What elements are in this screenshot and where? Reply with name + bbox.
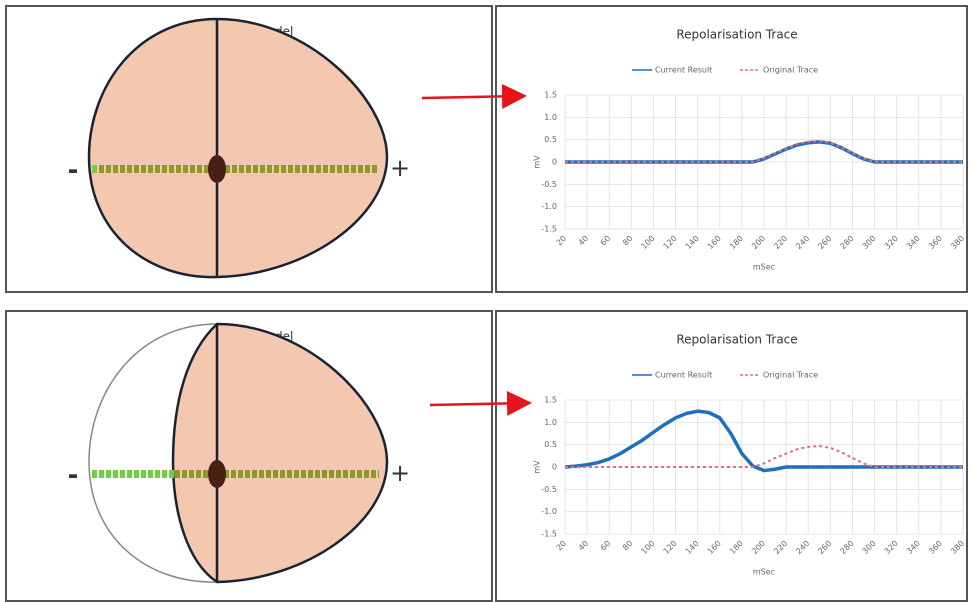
y-tick-label: 1.5 bbox=[544, 91, 557, 100]
x-tick-label: 140 bbox=[684, 539, 701, 556]
egg bbox=[87, 17, 389, 279]
x-tick-label: 300 bbox=[861, 539, 878, 556]
chart: Repolarisation Trace Current Result Origin… bbox=[533, 28, 967, 272]
x-tick-label: 240 bbox=[794, 539, 811, 556]
chart-title: Repolarisation Trace bbox=[676, 333, 797, 347]
x-tick-label: 60 bbox=[599, 234, 613, 248]
nucleus bbox=[208, 155, 226, 183]
chart-panel: Repolarisation Trace Current Result Origin… bbox=[495, 310, 968, 602]
nucleus bbox=[208, 460, 226, 488]
y-tick-label: 1.0 bbox=[544, 113, 557, 122]
x-tick-label: 300 bbox=[861, 234, 878, 251]
legend-label: Original Trace bbox=[763, 66, 818, 75]
y-tick-label: 1.5 bbox=[544, 396, 557, 405]
x-tick-label: 100 bbox=[639, 234, 656, 251]
series-line bbox=[565, 445, 963, 468]
egg-model: Egg Model-+ bbox=[68, 17, 410, 279]
y-tick-label: -1.0 bbox=[541, 202, 557, 211]
x-tick-label: 280 bbox=[838, 539, 855, 556]
x-axis-label: mSec bbox=[753, 568, 775, 577]
egg-region bbox=[171, 322, 389, 584]
y-axis-label: mV bbox=[533, 460, 542, 474]
plus-label: + bbox=[390, 154, 410, 182]
x-tick-label: 20 bbox=[555, 539, 569, 553]
x-tick-label: 360 bbox=[927, 539, 944, 556]
x-tick-label: 320 bbox=[883, 234, 900, 251]
chart-title: Repolarisation Trace bbox=[676, 28, 797, 42]
egg-panel: Egg Model-+ bbox=[5, 310, 493, 602]
y-axis-label: mV bbox=[533, 155, 542, 169]
x-tick-label: 340 bbox=[905, 539, 922, 556]
x-tick-label: 240 bbox=[794, 234, 811, 251]
y-tick-label: 1.0 bbox=[544, 418, 557, 427]
y-tick-label: -1.0 bbox=[541, 507, 557, 516]
x-tick-label: 120 bbox=[662, 539, 679, 556]
y-tick-label: 0 bbox=[552, 158, 557, 167]
chart: Repolarisation Trace Current Result Origin… bbox=[533, 333, 967, 577]
x-tick-label: 120 bbox=[662, 234, 679, 251]
legend-label: Current Result bbox=[655, 66, 712, 75]
egg-model: Egg Model-+ bbox=[68, 322, 410, 584]
x-tick-label: 360 bbox=[927, 234, 944, 251]
series-line bbox=[565, 140, 963, 163]
x-axis-label: mSec bbox=[753, 263, 775, 272]
x-tick-label: 100 bbox=[639, 539, 656, 556]
x-tick-label: 280 bbox=[838, 234, 855, 251]
x-tick-label: 380 bbox=[949, 234, 966, 251]
y-tick-label: -1.5 bbox=[541, 530, 557, 539]
x-tick-label: 220 bbox=[772, 539, 789, 556]
x-tick-label: 80 bbox=[621, 234, 635, 248]
x-tick-label: 260 bbox=[816, 539, 833, 556]
plus-label: + bbox=[390, 459, 410, 487]
y-tick-label: 0.5 bbox=[544, 135, 557, 144]
egg-panel: Egg Model-+ bbox=[5, 5, 493, 293]
legend-label: Current Result bbox=[655, 371, 712, 380]
x-tick-label: 380 bbox=[949, 539, 966, 556]
y-tick-label: -1.5 bbox=[541, 225, 557, 234]
x-tick-label: 180 bbox=[728, 234, 745, 251]
y-tick-label: -0.5 bbox=[541, 180, 557, 189]
x-tick-label: 160 bbox=[706, 234, 723, 251]
x-tick-label: 40 bbox=[577, 234, 591, 248]
x-tick-label: 80 bbox=[621, 539, 635, 553]
x-tick-label: 60 bbox=[599, 539, 613, 553]
minus-label: - bbox=[68, 156, 79, 186]
x-tick-label: 200 bbox=[750, 539, 767, 556]
x-tick-label: 140 bbox=[684, 234, 701, 251]
minus-label: - bbox=[68, 461, 79, 491]
x-tick-label: 40 bbox=[577, 539, 591, 553]
y-tick-label: 0.5 bbox=[544, 440, 557, 449]
x-tick-label: 180 bbox=[728, 539, 745, 556]
x-tick-label: 20 bbox=[555, 234, 569, 248]
x-tick-label: 260 bbox=[816, 234, 833, 251]
chart-panel: Repolarisation Trace Current Result Origin… bbox=[495, 5, 968, 293]
x-tick-label: 200 bbox=[750, 234, 767, 251]
y-tick-label: -0.5 bbox=[541, 485, 557, 494]
x-tick-label: 320 bbox=[883, 539, 900, 556]
x-tick-label: 340 bbox=[905, 234, 922, 251]
series-line bbox=[564, 409, 963, 473]
x-tick-label: 160 bbox=[706, 539, 723, 556]
x-tick-label: 220 bbox=[772, 234, 789, 251]
y-tick-label: 0 bbox=[552, 463, 557, 472]
legend-label: Original Trace bbox=[763, 371, 818, 380]
